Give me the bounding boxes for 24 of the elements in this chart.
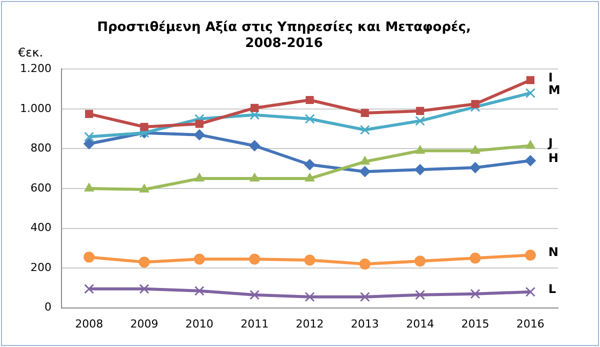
x-tick-label: 2014 [406,317,434,330]
y-tick-label: 400 [30,221,52,234]
series-label: I [548,70,553,84]
chart-title: Προστιθέμενη Αξία στις Υπηρεσίες και Μεταφορές, 2008-2016 [97,20,471,51]
y-tick-label: 200 [30,260,52,274]
y-tick-label: 1.200 [20,62,52,76]
x-tick-label: 2012 [296,317,324,330]
series-label: H [548,150,558,165]
series-label: M [548,83,560,98]
x-tick-label: 2016 [516,317,544,330]
x-tick-label: 2015 [461,317,490,330]
series-label: L [548,282,556,296]
series-label: N [548,245,558,260]
series-label: J [547,136,553,150]
x-tick-label: 2010 [185,317,214,330]
x-tick-label: 2011 [240,317,269,330]
y-tick-label: 800 [30,142,52,155]
x-tick-label: 2008 [75,317,104,330]
y-tick-label: 0 [44,300,52,314]
x-tick-label: 2013 [350,317,379,330]
y-tick-label: 600 [30,181,52,194]
y-axis-title: €εκ. [18,45,44,60]
y-tick-label: 1.000 [20,102,52,115]
x-tick-label: 2009 [130,317,158,330]
